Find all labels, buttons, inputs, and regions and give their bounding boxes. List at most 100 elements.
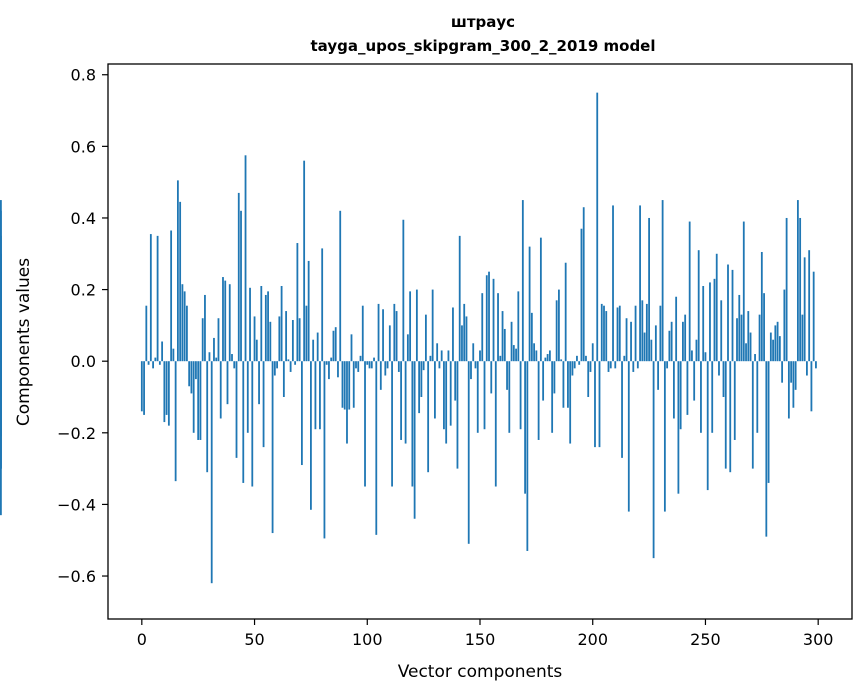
y-axis-label: Components values [14, 258, 34, 426]
bar-99 [364, 361, 366, 487]
bar-256 [718, 361, 720, 376]
bar-131 [436, 343, 439, 362]
bar-266 [740, 314, 743, 362]
bar-211 [616, 307, 619, 362]
bar-139 [454, 361, 457, 401]
bar-113 [395, 311, 398, 362]
bar-106 [379, 361, 382, 390]
bar-37 [224, 280, 227, 362]
bar-10 [163, 361, 166, 423]
bar-105 [377, 303, 380, 362]
bar-46 [244, 155, 247, 362]
y-tick-label: 0.4 [71, 209, 96, 228]
bar-26 [199, 361, 202, 440]
bar-21 [188, 361, 191, 387]
bar-127 [427, 361, 430, 473]
bar-245 [693, 361, 696, 401]
bar-70 [298, 318, 301, 362]
bar-180 [546, 354, 549, 362]
bar-75 [310, 361, 312, 510]
bar-0 [140, 361, 143, 412]
bar-246 [695, 339, 698, 362]
bar-38 [226, 361, 229, 405]
bar-265 [738, 294, 741, 362]
bar-94 [352, 361, 355, 408]
bar-279 [769, 332, 772, 362]
bar-197 [585, 355, 587, 362]
bar-22 [190, 361, 193, 394]
bar-257 [720, 300, 723, 362]
bar-107 [382, 309, 384, 362]
bar-272 [754, 354, 756, 362]
bar-241 [684, 314, 687, 362]
bar-84 [330, 357, 333, 362]
bar-247 [697, 250, 700, 362]
bar-7 [156, 235, 159, 362]
bar-14 [172, 348, 175, 362]
bar-35 [219, 361, 222, 419]
bar-189 [567, 361, 569, 408]
bar-218 [632, 361, 635, 372]
bar-79 [319, 361, 321, 430]
bar-184 [555, 300, 558, 362]
bar-146 [470, 361, 472, 380]
bar-271 [751, 361, 754, 469]
bar-88 [339, 210, 342, 362]
bar-111 [391, 361, 393, 487]
bar-103 [373, 357, 375, 362]
bar-51 [255, 339, 258, 362]
bar-series [0, 92, 817, 584]
bar-73 [305, 305, 308, 362]
bar-69 [296, 243, 299, 362]
bar-68 [294, 361, 297, 365]
bar-20 [186, 305, 188, 362]
bar-171 [526, 361, 529, 551]
bar-229 [657, 361, 660, 390]
bar-250 [704, 352, 707, 362]
bar-200 [591, 343, 594, 362]
bar-203 [598, 361, 601, 448]
bar-240 [682, 321, 684, 362]
bar-102 [370, 361, 373, 369]
bar-119 [409, 291, 412, 362]
bar-54 [262, 361, 265, 448]
bar-42 [235, 361, 238, 458]
bar-199 [589, 361, 592, 372]
x-tick-label: 150 [465, 630, 496, 649]
bar-174 [533, 343, 536, 362]
bar-249 [702, 286, 705, 362]
bar-17 [179, 201, 182, 362]
bar-244 [691, 350, 693, 362]
bar-163 [508, 361, 511, 433]
bar-36 [222, 277, 224, 362]
bar-129 [431, 289, 434, 362]
bar-76 [312, 339, 315, 362]
bar-2 [145, 305, 148, 362]
bar-170 [524, 361, 526, 494]
bar-291 [796, 200, 799, 362]
bar-164 [510, 321, 513, 362]
bar-177 [539, 237, 542, 362]
bar-232 [663, 361, 666, 512]
bar-258 [722, 361, 725, 397]
bar-96 [357, 361, 360, 372]
bar-185 [558, 289, 560, 362]
bar-31 [210, 361, 213, 584]
bar-117 [404, 361, 407, 444]
bar-275 [760, 251, 763, 362]
bar-142 [461, 325, 463, 362]
bar-221 [639, 205, 641, 362]
bar-110 [388, 325, 391, 362]
chart-title: штраус [451, 13, 515, 31]
bar-227 [652, 361, 655, 559]
bar-52 [258, 361, 260, 405]
bar-83 [328, 361, 330, 380]
bar-153 [485, 275, 488, 362]
bar-3 [147, 361, 150, 365]
bar-172 [528, 246, 531, 362]
bar-255 [715, 253, 718, 362]
bar-30 [208, 352, 211, 362]
bar-278 [767, 361, 770, 483]
bar-217 [630, 321, 632, 362]
bar-193 [576, 355, 578, 362]
